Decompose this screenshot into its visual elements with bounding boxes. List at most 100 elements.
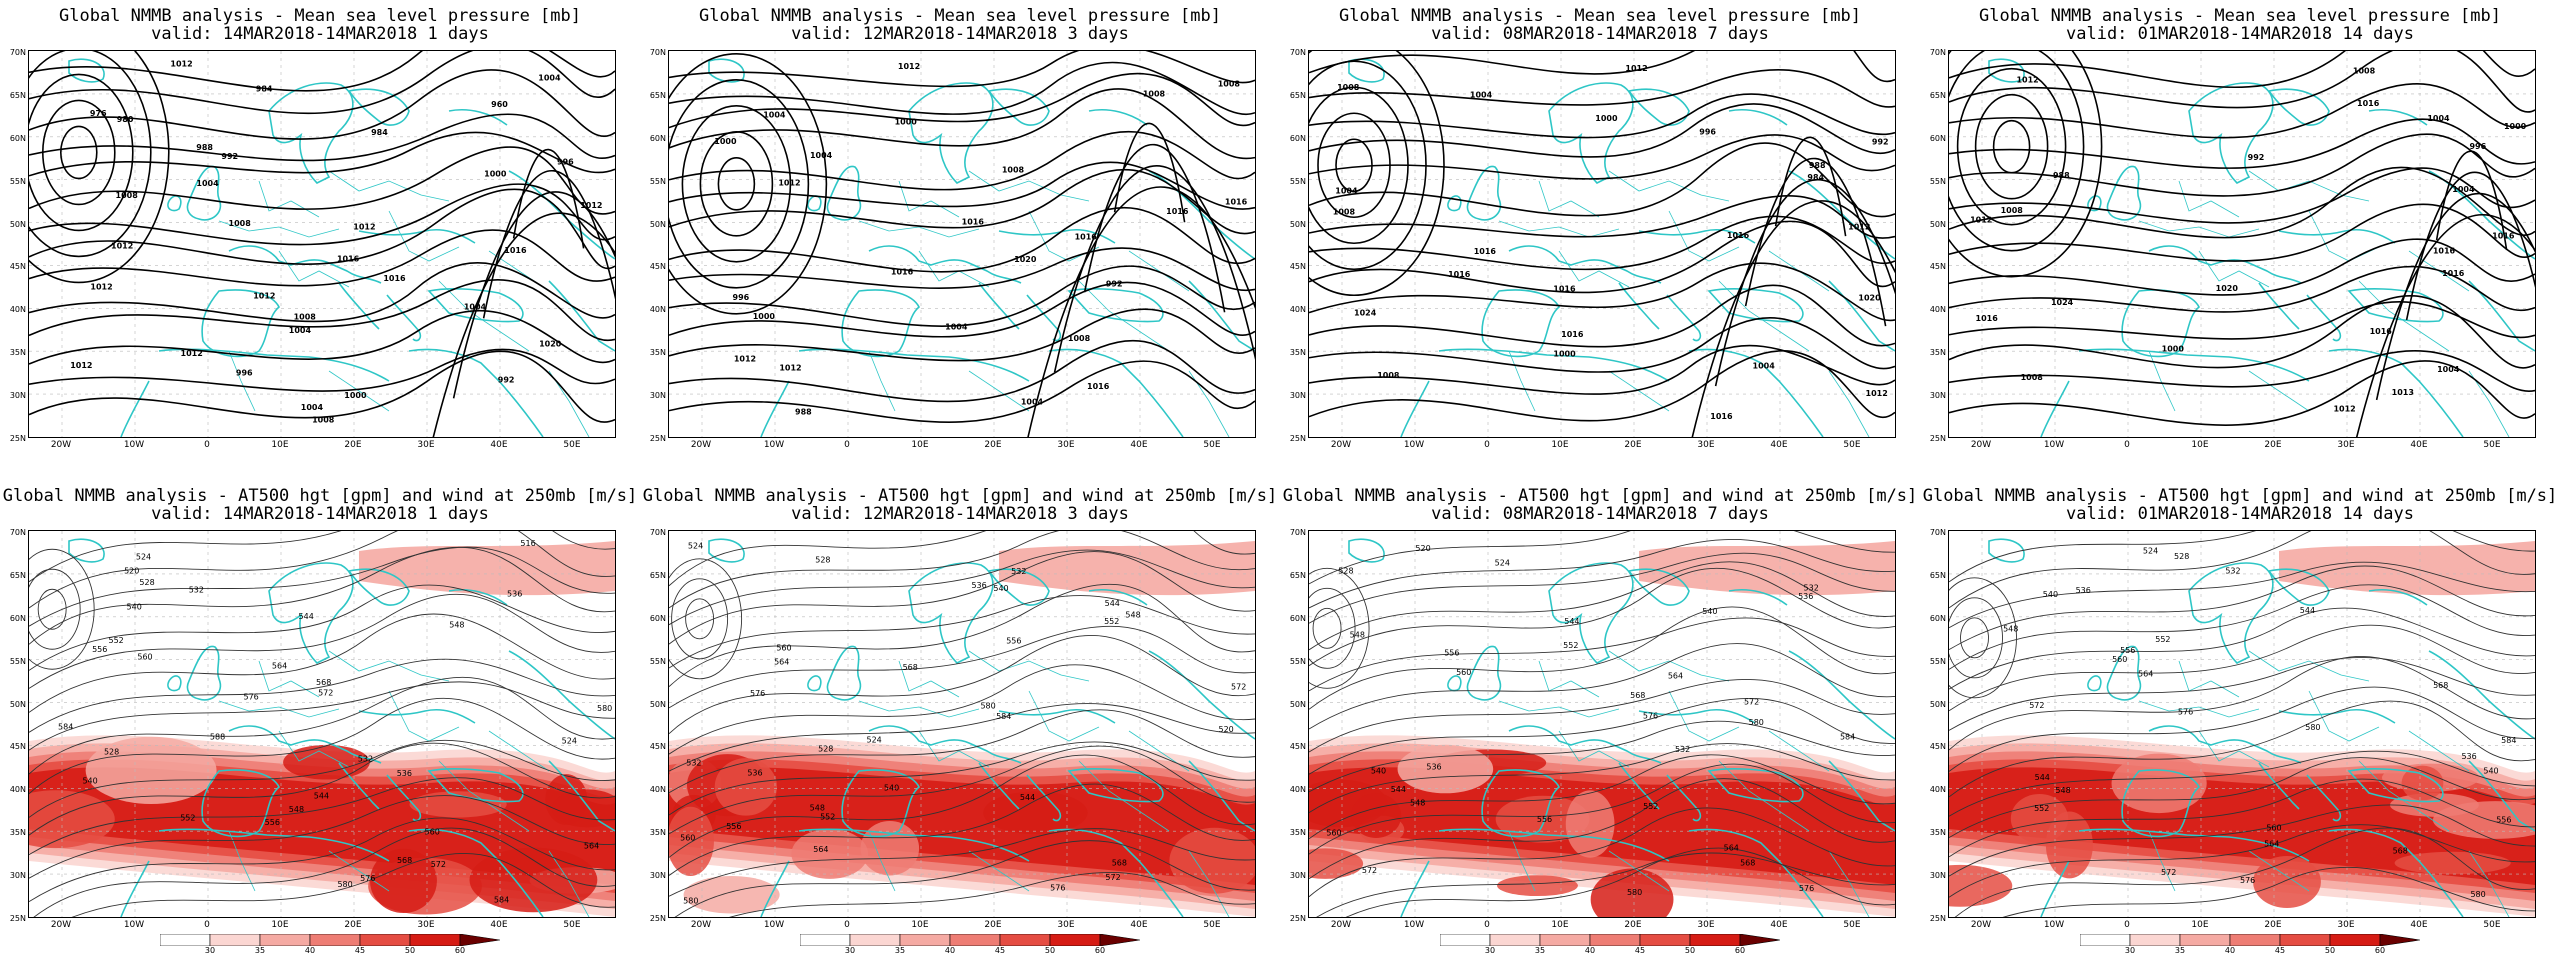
latitude-label: 60N: [9, 133, 26, 143]
latitude-label: 25N: [649, 914, 666, 923]
colorbar-swatch: [309, 933, 361, 947]
contour-label: 1012: [580, 201, 602, 210]
colorbar-tick-label: 30: [844, 946, 856, 955]
contour-label: 976: [90, 109, 107, 118]
latitude-label: 60N: [649, 613, 666, 623]
contour-label: 524: [867, 736, 882, 745]
colorbar-swatch: [2229, 933, 2281, 947]
contour-label: 564: [1724, 844, 1739, 853]
colorbar-swatch: [2079, 933, 2131, 947]
contour-label: 1008: [312, 415, 335, 424]
contour-label: 1016: [1727, 231, 1750, 240]
wind-speed-shading: [1949, 541, 2535, 917]
latitude-label: 65N: [649, 570, 666, 580]
contour-label: 532: [1804, 583, 1819, 592]
colorbar-tick-label: 40: [944, 946, 956, 955]
contour-label: 544: [314, 792, 329, 801]
latitude-label: 35N: [1929, 828, 1946, 838]
contour-label: 556: [265, 818, 280, 827]
colorbar-tick-label: 60: [1094, 946, 1106, 955]
contour-label: 1016: [962, 217, 985, 226]
latitude-label: 65N: [1929, 570, 1946, 580]
colorbar-swatch: [1439, 933, 1491, 947]
contour-label: 540: [2043, 590, 2058, 599]
contour-label: 1004: [945, 322, 968, 331]
contour-label: 560: [425, 828, 440, 837]
contour-labels: 1012 1004 984 960 976 980 984 988 992 996 1000 1004…: [70, 59, 602, 424]
colorbar-swatch: [2329, 933, 2381, 947]
colorbar-tick-label: 30: [2124, 946, 2136, 955]
panel-title: Global NMMB analysis - AT500 hgt [gpm] a…: [1922, 486, 2558, 506]
latitude-label: 45N: [649, 742, 666, 752]
colorbar-swatch: [949, 933, 1001, 947]
contour-label: 528: [2174, 552, 2189, 561]
contour-label: 576: [2240, 876, 2255, 885]
map-canvas: 5245285325365405445485525565605645685725…: [1949, 531, 2535, 917]
panel-valid-period: valid: 01MAR2018-14MAR2018 14 days: [2066, 504, 2414, 524]
contour-label: 528: [104, 747, 119, 756]
latitude-label: 70N: [1289, 48, 1306, 57]
longitude-label: 10E: [271, 440, 289, 450]
colorbar-swatch: [1689, 933, 1741, 947]
latitude-label: 65N: [1289, 90, 1306, 100]
wind-speed-shading: [29, 541, 615, 917]
longitude-label: 10E: [911, 920, 929, 930]
contour-label: 556: [1537, 815, 1552, 824]
coastlines: [1348, 538, 1895, 917]
longitude-label: 0: [1484, 920, 1490, 930]
latitude-label: 25N: [1929, 914, 1946, 923]
longitude-label: 0: [204, 920, 210, 930]
colorbar-swatch: [209, 933, 261, 947]
contour-label: 1008: [2021, 373, 2044, 382]
colorbar-swatch: [1589, 933, 1641, 947]
contour-label: 984: [371, 128, 388, 137]
longitude-label: 20E: [1624, 920, 1642, 930]
wind-speed-shading: [1309, 541, 1895, 917]
longitude-label: 20W: [690, 440, 712, 450]
contour-label: 988: [2053, 171, 2070, 180]
contour-label: 1020: [1858, 293, 1881, 302]
longitude-label: 30E: [2337, 440, 2355, 450]
contour-label: 980: [117, 115, 134, 124]
contour-label: 552: [2155, 635, 2170, 644]
contour-label: 560: [1456, 668, 1471, 677]
latitude-label: 65N: [9, 570, 26, 580]
contour-label: 540: [1702, 607, 1717, 616]
latitude-label: 50N: [9, 219, 26, 229]
isobars: [669, 51, 1255, 437]
contour-label: 1016: [891, 268, 914, 277]
contour-label: 528: [815, 556, 830, 565]
contour-label: 1012: [1866, 389, 1888, 398]
contour-label: 1008: [1333, 207, 1356, 216]
contour-label: 1024: [1354, 309, 1377, 318]
latitude-label: 55N: [649, 176, 666, 186]
colorbar-tick-label: 50: [1684, 946, 1696, 955]
contour-label: 1012: [734, 354, 756, 363]
longitude-label: 50E: [2483, 920, 2501, 930]
contour-label: 568: [316, 678, 331, 687]
contour-label: 988: [795, 407, 812, 416]
contour-label: 1000: [2504, 122, 2527, 131]
latitude-label: 30N: [9, 871, 26, 881]
map-frame: 1012 1008 1004 1000 996 992 988 984 1004 1008 1012…: [1308, 50, 1896, 438]
wind-colorbar: [799, 931, 1141, 947]
longitude-label: 30E: [417, 440, 435, 450]
longitude-label: 10W: [123, 920, 145, 930]
latitude-label: 50N: [1929, 219, 1946, 229]
contour-labels: 1012 1008 1008 1004 1000 1000 1004 1008 1012 1016…: [714, 62, 1247, 416]
contour-label: 548: [289, 805, 304, 814]
latitude-label: 70N: [1289, 528, 1306, 537]
latitude-label: 55N: [1929, 176, 1946, 186]
contour-label: 1000: [344, 391, 367, 400]
contour-label: 548: [1410, 798, 1425, 807]
contour-label: 568: [397, 856, 412, 865]
panel-title: Global NMMB analysis - Mean sea level pr…: [59, 6, 581, 26]
contour-label: 572: [1231, 683, 1246, 692]
latitude-label: 50N: [1929, 699, 1946, 709]
contour-label: 984: [1807, 173, 1824, 182]
panel-title: Global NMMB analysis - AT500 hgt [gpm] a…: [1282, 486, 1918, 506]
contour-label: 564: [1668, 671, 1683, 680]
longitude-label: 0: [844, 440, 850, 450]
